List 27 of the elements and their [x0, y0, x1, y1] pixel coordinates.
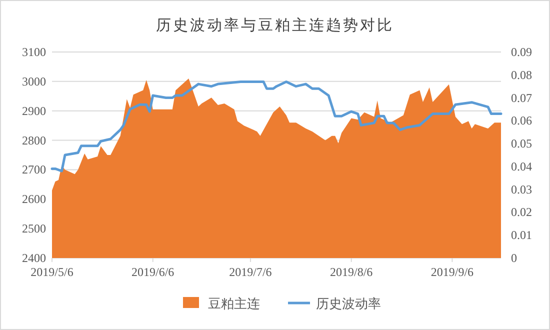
legend-label: 历史波动率 [316, 296, 381, 311]
y2-tick-label: 0.08 [511, 68, 532, 82]
y2-tick-label: 0.04 [511, 159, 532, 174]
legend-label: 豆粕主连 [208, 296, 260, 311]
x-tick-label: 2019/5/6 [30, 265, 74, 279]
y-tick-label: 2800 [22, 133, 46, 148]
y2-tick-label: 0.06 [511, 114, 532, 128]
y2-tick-label: 0 [511, 251, 517, 265]
x-tick-label: 2019/9/6 [430, 265, 474, 279]
x-tick-label: 2019/8/6 [330, 265, 373, 279]
y-tick-label: 3000 [22, 74, 46, 88]
y2-tick-label: 0.07 [511, 90, 532, 105]
x-tick-label: 2019/6/6 [132, 265, 174, 279]
y2-tick-label: 0.09 [511, 45, 532, 59]
y-tick-label: 3100 [22, 45, 46, 59]
y-tick-label: 2700 [22, 162, 46, 177]
x-tick-label: 2019/7/6 [229, 265, 272, 279]
chart-title: 历史波动率与豆粕主连趋势对比 [156, 17, 394, 34]
y2-tick-label: 0.05 [511, 136, 532, 151]
y2-tick-label: 0.01 [511, 228, 532, 242]
line-series [50, 80, 502, 172]
y2-tick-label: 0.02 [511, 205, 532, 220]
y-tick-label: 2600 [22, 192, 46, 206]
y-tick-label: 2400 [22, 251, 46, 265]
y-tick-label: 2500 [22, 222, 46, 236]
y-tick-label: 2900 [22, 104, 46, 118]
y2-tick-label: 0.03 [511, 182, 532, 196]
